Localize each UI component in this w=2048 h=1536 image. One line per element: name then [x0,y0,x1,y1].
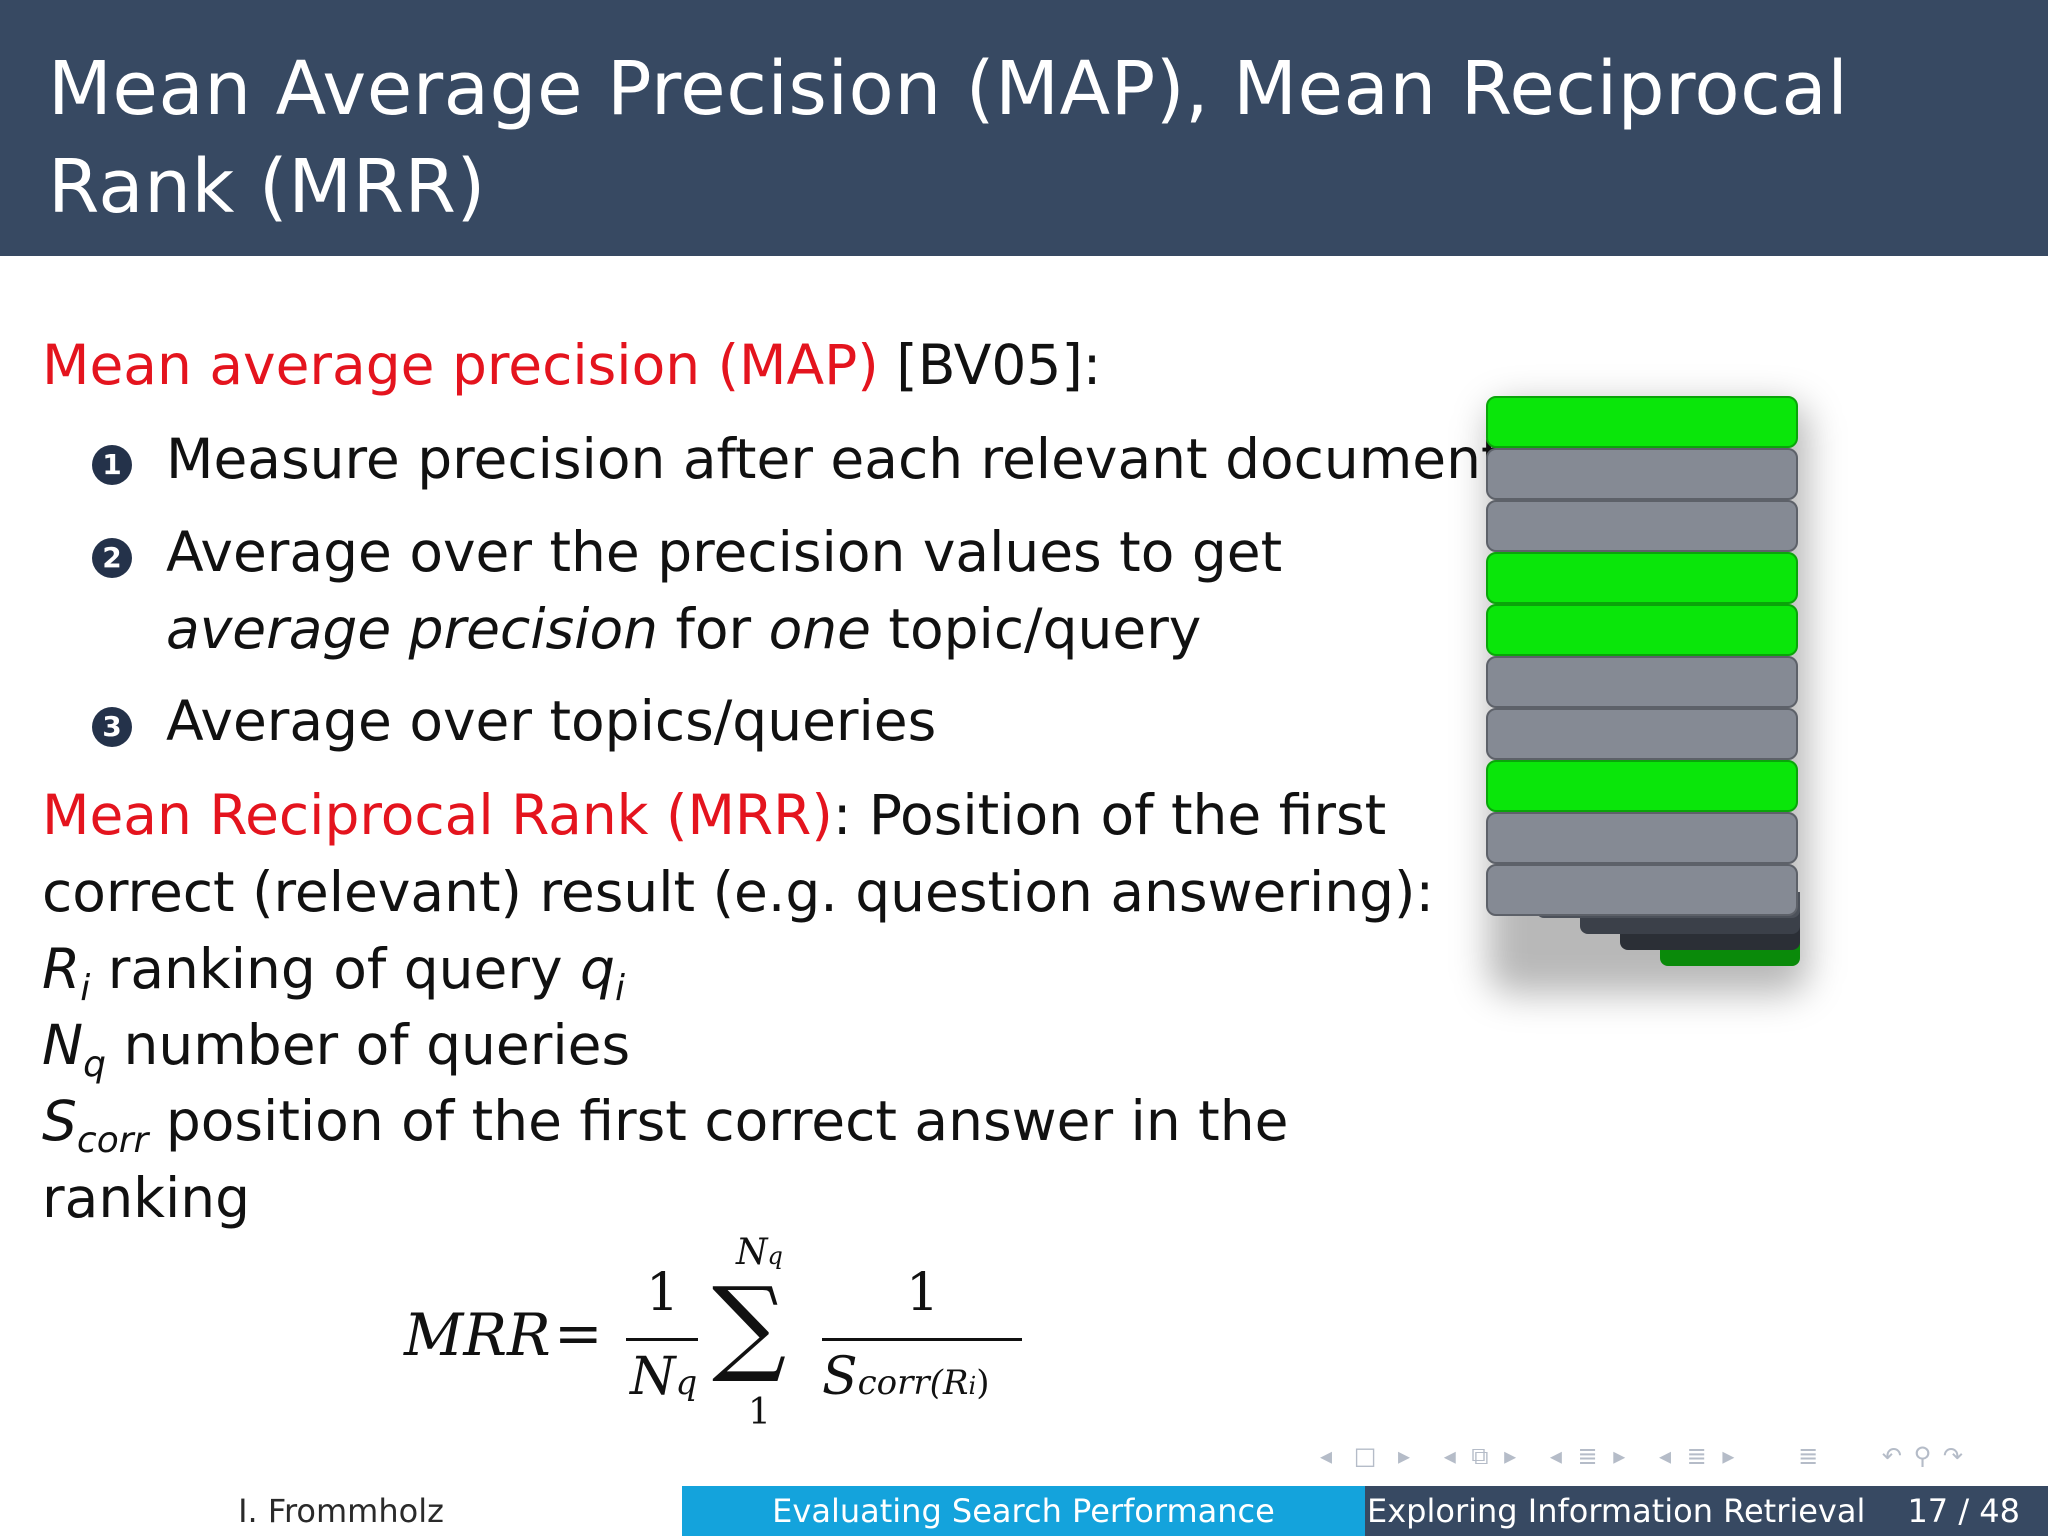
frac2-den-subscript-i: i [968,1372,977,1400]
frac1-denominator: Nq [630,1346,697,1414]
slide-title: Mean Average Precision (MAP), Mean Recip… [48,46,1849,230]
frac2-numerator: 1 [906,1263,940,1323]
footer-section: Evaluating Search Performance [682,1486,1365,1536]
nav-back-icon[interactable]: ↶ [1881,1442,1902,1470]
ranked-doc-9-nonrelevant [1486,812,1798,864]
step-2-italic-term: average precision [166,597,658,661]
step-2-line-1: Average over the precision values to get [166,520,1283,584]
def-scorr-text: position of the first correct answer in … [148,1089,1289,1153]
frac2-den-symbol: S [822,1347,858,1407]
def-num-queries: Nq number of queries [42,1012,631,1083]
step-3-number-icon: 3 [92,707,132,747]
nav-next-frame-icon[interactable]: ▸ [1398,1442,1411,1470]
map-heading: Mean average precision (MAP) [42,333,879,397]
footer-course: Exploring Information Retrieval [1367,1492,1866,1530]
sum-lower: 1 [748,1392,771,1433]
nav-next-part-icon[interactable]: ▸ [1722,1442,1735,1470]
def-nq-subscript: q [83,1044,107,1085]
nav-prev-subsection-icon[interactable]: ◂ [1443,1442,1456,1470]
nav-prev-part-icon[interactable]: ◂ [1658,1442,1672,1470]
step-2-line-2: average precision for one topic/query [166,596,1201,662]
def-nq-text: number of queries [106,1013,631,1077]
ranked-doc-7-nonrelevant [1486,708,1798,760]
step-2-mid: for [657,597,769,661]
ranked-doc-2-nonrelevant [1486,448,1798,500]
frac2-den-subscript: corr(R [857,1363,969,1403]
frac1-bar [626,1338,698,1341]
def-ranking-symbol: R [42,937,81,1001]
footer-course-box: Exploring Information Retrieval 17 / 48 [1365,1486,2048,1536]
footer: I. Frommholz Evaluating Search Performan… [0,1486,2048,1536]
step-3-text: Average over topics/queries [166,689,937,753]
ranked-doc-3-nonrelevant [1486,500,1798,552]
ranked-doc-4-relevant [1486,552,1798,604]
def-query-symbol: q [580,937,615,1001]
sum-upper: Nq [736,1232,783,1277]
mrr-intro-line-2: correct (relevant) result (e.g. question… [42,860,1435,924]
mrr-heading: Mean Reciprocal Rank (MRR) [42,783,833,847]
nav-section-icon[interactable]: ≣ [1577,1442,1598,1470]
step-1-number-icon: 1 [92,445,132,485]
map-heading-line: Mean average precision (MAP) [BV05]: [42,332,1101,398]
def-scorr-continued: ranking [42,1166,251,1230]
sum-upper-symbol: N [736,1232,768,1273]
sum-upper-subscript: q [767,1242,783,1270]
nav-prev-section-icon[interactable]: ◂ [1549,1442,1562,1470]
step-2-number-icon: 2 [92,538,132,578]
def-scorr-symbol: S [42,1089,77,1153]
def-ranking-subscript: i [80,968,91,1009]
def-query-subscript: i [614,968,625,1009]
ranked-doc-5-relevant [1486,604,1798,656]
frac2-den-subscript-close: ) [976,1363,990,1403]
frac1-numerator: 1 [646,1263,680,1323]
mrr-heading-line: Mean Reciprocal Rank (MRR): Position of … [42,782,1386,848]
nav-next-section-icon[interactable]: ▸ [1613,1442,1626,1470]
formula-equals: = [554,1299,603,1367]
formula-lhs: MRR [404,1301,551,1369]
step-1-text: Measure precision after each relevant do… [166,427,1503,491]
step-2-italic-one: one [768,597,871,661]
frac1-den-symbol: N [630,1347,676,1407]
frac2-denominator: Scorr(Ri) [822,1346,989,1417]
ranked-doc-1-relevant [1486,396,1798,448]
nav-forward-icon[interactable]: ↷ [1942,1442,1963,1470]
nav-search-icon[interactable]: ⚲ [1913,1442,1932,1470]
def-nq-symbol: N [42,1013,84,1077]
def-scorr: Scorr position of the first correct answ… [42,1088,1289,1159]
step-2-end: topic/query [870,597,1202,661]
mrr-intro-rest: : Position of the first [832,783,1387,847]
ranked-doc-6-nonrelevant [1486,656,1798,708]
map-citation: [BV05]: [878,333,1102,397]
ranked-doc-10-nonrelevant [1486,864,1798,916]
nav-subsection-icon[interactable]: ⧉ [1471,1442,1489,1470]
frac1-den-subscript: q [675,1363,698,1403]
frac2-bar [822,1338,1022,1341]
nav-frame-icon[interactable]: □ [1353,1442,1377,1470]
beamer-navigation: ◂ □ ▸ ◂ ⧉ ▸ ◂ ≣ ▸ ◂ ≣ ▸ ≣ ↶ ⚲ ↷ [1320,1438,2040,1474]
nav-toc-icon[interactable]: ≣ [1798,1442,1819,1470]
def-scorr-subscript: corr [76,1120,149,1161]
nav-part-icon[interactable]: ≣ [1686,1442,1707,1470]
sum-symbol: ∑ [712,1264,787,1386]
def-ranking-text: ranking of query [90,937,581,1001]
nav-next-subsection-icon[interactable]: ▸ [1504,1442,1517,1470]
ranked-doc-8-relevant [1486,760,1798,812]
title-bar: Mean Average Precision (MAP), Mean Recip… [0,0,2048,256]
footer-page-number: 17 / 48 [1907,1492,2020,1530]
nav-prev-frame-icon[interactable]: ◂ [1320,1442,1333,1470]
def-ranking: Ri ranking of query qi [42,936,625,1007]
footer-author: I. Frommholz [238,1492,444,1530]
